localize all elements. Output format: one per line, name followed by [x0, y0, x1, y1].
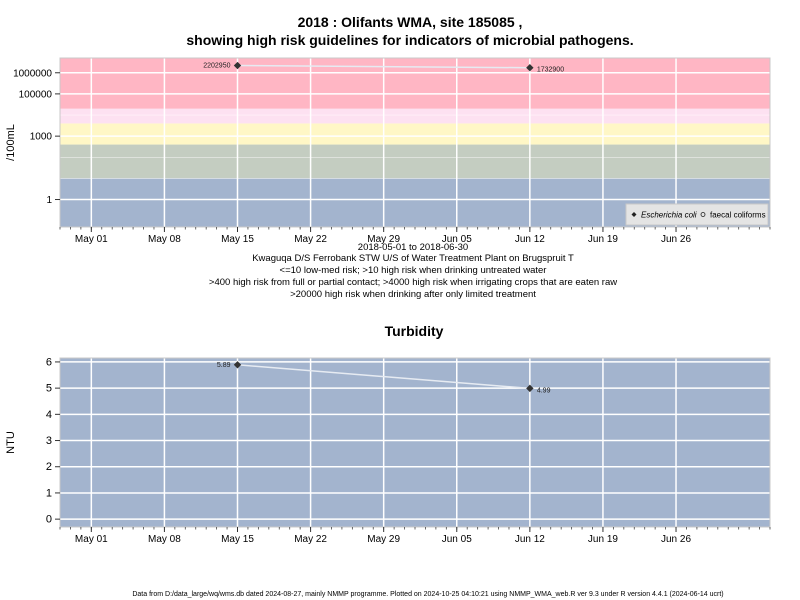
footer-note: Data from D:/data_large/wq/wms.db dated …: [132, 591, 723, 598]
x-tick-label-2: May 08: [148, 234, 181, 245]
plot-background: [60, 358, 770, 527]
y-tick-label-3: 100000: [19, 89, 53, 100]
y-tick-label-2: 1000: [30, 132, 53, 143]
x-tick-label-4: May 22: [294, 234, 327, 245]
y-tick-label-2: 1: [46, 487, 52, 499]
turbidity-panel: May 01 May 08 May 15 May 22 May 29 Jun 05 Jun …: [5, 356, 771, 545]
guideline-text-2: >400 high risk from full or partial cont…: [209, 277, 617, 288]
x-tick-label-7: Jun 12: [515, 234, 545, 245]
y-tick-label-4: 1000000: [13, 68, 52, 79]
x-tick-label-5: May 29: [367, 234, 400, 245]
x-tick-label-2: May 08: [148, 534, 181, 545]
x-tick-label-3: May 15: [221, 534, 254, 545]
microbial-subtitle: 2018-05-01 to 2018-06-30 Kwaguqa D/S Fer…: [209, 242, 617, 300]
data-label-1-1: 2202950: [203, 63, 230, 70]
y-tick-label-6: 5: [46, 383, 52, 395]
y-tick-label-7: 6: [46, 356, 52, 368]
risk-band-3: [60, 123, 770, 145]
legend-label-1: Escherichia coli: [641, 211, 697, 220]
x-tick-label-9: Jun 26: [661, 534, 691, 545]
data-label-1-2: 1732900: [537, 67, 564, 74]
legend-marker-2: [700, 212, 706, 217]
x-tick-label-5: May 29: [367, 534, 400, 545]
x-tick-label-4: May 22: [294, 534, 327, 545]
legend-box: [625, 203, 769, 226]
legend-label-2: faecal coliforms: [710, 211, 766, 220]
y-tick-label-4: 3: [46, 435, 52, 447]
chart-title-line-2: showing high risk guidelines for indicat…: [186, 32, 633, 48]
y-axis-label: NTU: [5, 431, 17, 454]
x-tick-label-9: Jun 26: [661, 234, 691, 245]
microbial-panel: May 01 May 08 May 15 May 22 May 29 Jun 05 Jun …: [5, 57, 771, 245]
data-point-1-2: [526, 384, 534, 393]
x-tick-label-1: May 01: [75, 234, 108, 245]
data-label-1-1: 5.89: [217, 362, 231, 369]
data-point-1-1: [233, 361, 242, 369]
series-line-1: [237, 364, 530, 390]
x-tick-label-6: Jun 05: [442, 234, 472, 245]
x-tick-label-8: Jun 19: [588, 534, 618, 545]
series-line-1: [237, 64, 530, 69]
x-tick-label-1: May 01: [75, 534, 108, 545]
y-tick-label-5: 4: [46, 409, 52, 421]
risk-band-2: [60, 144, 770, 179]
x-tick-label-8: Jun 19: [588, 234, 618, 245]
date-range-text: 2018-05-01 to 2018-06-30: [358, 242, 468, 253]
chart-title-line-1: 2018 : Olifants WMA, site 185085 ,: [298, 14, 523, 30]
guideline-text-3: >20000 high risk when drinking after onl…: [290, 289, 536, 300]
y-axis-label: /100mL: [5, 124, 17, 161]
data-point-1-2: [526, 64, 534, 72]
risk-band-4: [60, 108, 770, 124]
risk-band-5: [60, 58, 770, 109]
turbidity-title: Turbidity: [385, 323, 444, 339]
x-tick-label-7: Jun 12: [515, 534, 545, 545]
data-point-1-1: [233, 61, 242, 70]
guideline-text-1: <=10 low-med risk; >10 high risk when dr…: [280, 265, 547, 276]
x-tick-label-6: Jun 05: [442, 534, 472, 545]
data-label-1-2: 4.99: [537, 387, 551, 394]
x-tick-label-3: May 15: [221, 234, 254, 245]
site-description-text: Kwaguqa D/S Ferrobank STW U/S of Water T…: [252, 253, 574, 264]
y-tick-label-1: 0: [46, 514, 52, 526]
y-tick-label-1: 1: [46, 195, 52, 206]
y-tick-label-3: 2: [46, 461, 52, 473]
legend-marker-1: [631, 212, 637, 217]
